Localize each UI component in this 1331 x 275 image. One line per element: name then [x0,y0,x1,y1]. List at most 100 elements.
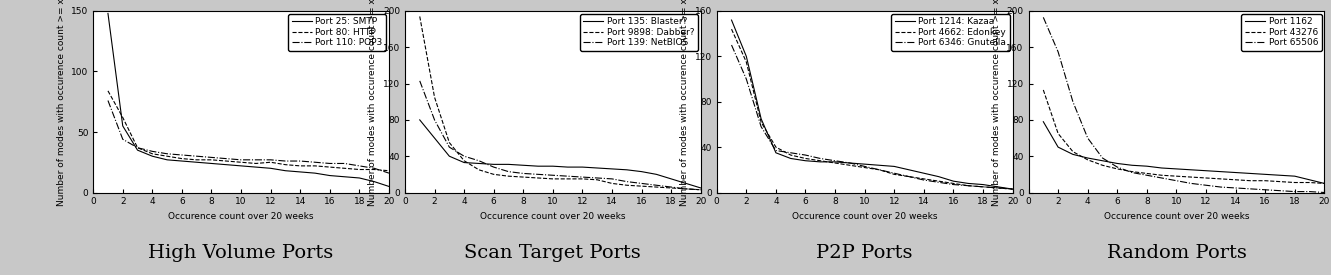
Port 6346: Gnutella: (20, 3): Gnutella: (20, 3) [1005,188,1021,191]
Line: Port 6346: Gnutella: Port 6346: Gnutella [732,45,1013,189]
Port 139: NetBIOS: (1, 123): NetBIOS: (1, 123) [411,79,427,82]
Port 135: Blaster?: (13, 27): Blaster?: (13, 27) [590,166,606,170]
Port 80: HTTP: (8, 27): HTTP: (8, 27) [204,158,220,161]
Port 25: SMTP: (4, 30): SMTP: (4, 30) [144,155,160,158]
Line: Port 139: NetBIOS: Port 139: NetBIOS [419,81,701,190]
Port 43276 [1242,179,1258,182]
Port 135: Blaster?: (3, 40): Blaster?: (3, 40) [442,155,458,158]
Port 80: HTTP: (17, 20): HTTP: (17, 20) [337,167,353,170]
Y-axis label: Number of modes with occurence count >= x: Number of modes with occurence count >= … [56,0,65,206]
Port 139: NetBIOS: (15, 12): NetBIOS: (15, 12) [619,180,635,183]
Port 43276 [1316,182,1331,185]
Port 139: NetBIOS: (11, 18): NetBIOS: (11, 18) [559,175,575,178]
Line: Port 25: SMTP: Port 25: SMTP [108,13,389,186]
Port 110: POP3: (11, 27): POP3: (11, 27) [248,158,264,161]
Port 43276 [1213,177,1229,181]
Port 135: Blaster?: (14, 26): Blaster?: (14, 26) [604,167,620,170]
Port 9898: Dabber?: (10, 15): Dabber?: (10, 15) [544,177,560,181]
Port 43276 [1198,176,1214,180]
Port 1214: Kazaa: (17, 8): Kazaa: (17, 8) [960,182,976,185]
Legend: Port 1162, Port 43276, Port 65506: Port 1162, Port 43276, Port 65506 [1242,14,1322,51]
Line: Port 65506: Port 65506 [1044,17,1324,192]
Port 1214: Kazaa: (15, 14): Kazaa: (15, 14) [930,175,946,178]
Port 4662: Edonkey: (5, 33): Edonkey: (5, 33) [783,153,799,157]
Port 43276 [1169,175,1185,178]
Port 80: HTTP: (16, 21): HTTP: (16, 21) [322,166,338,169]
Port 110: POP3: (10, 27): POP3: (10, 27) [233,158,249,161]
Legend: Port 25: SMTP, Port 80: HTTP, Port 110: POP3: Port 25: SMTP, Port 80: HTTP, Port 110: … [289,14,386,51]
Port 6346: Gnutella: (2, 100): Gnutella: (2, 100) [739,78,755,81]
Port 9898: Dabber?: (3, 55): Dabber?: (3, 55) [442,141,458,144]
Port 25: SMTP: (14, 17): SMTP: (14, 17) [293,170,309,174]
Port 65506 [1065,100,1081,103]
Port 65506 [1125,171,1141,174]
Port 1162 [1287,175,1303,178]
Port 4662: Edonkey: (9, 24): Edonkey: (9, 24) [843,164,858,167]
Port 9898: Dabber?: (15, 8): Dabber?: (15, 8) [619,184,635,187]
Port 135: Blaster?: (18, 15): Blaster?: (18, 15) [663,177,679,181]
Port 135: Blaster?: (9, 29): Blaster?: (9, 29) [530,164,546,168]
Port 65506 [1139,174,1155,177]
Port 4662: Edonkey: (3, 62): Edonkey: (3, 62) [753,120,769,124]
Port 80: HTTP: (12, 25): HTTP: (12, 25) [262,161,278,164]
Port 43276 [1258,179,1274,182]
Port 9898: Dabber?: (7, 18): Dabber?: (7, 18) [500,175,516,178]
Port 6346: Gnutella: (1, 130): Gnutella: (1, 130) [724,43,740,47]
Port 25: SMTP: (11, 21): SMTP: (11, 21) [248,166,264,169]
Port 80: HTTP: (2, 62): HTTP: (2, 62) [114,116,130,119]
Port 80: HTTP: (10, 25): HTTP: (10, 25) [233,161,249,164]
Port 6346: Gnutella: (4, 37): Gnutella: (4, 37) [768,149,784,152]
Port 4662: Edonkey: (18, 5): Edonkey: (18, 5) [976,185,992,188]
Text: High Volume Ports: High Volume Ports [149,244,334,262]
Port 135: Blaster?: (5, 32): Blaster?: (5, 32) [471,162,487,165]
Port 135: Blaster?: (16, 23): Blaster?: (16, 23) [634,170,650,173]
Port 6346: Gnutella: (11, 20): Gnutella: (11, 20) [872,168,888,172]
Port 139: NetBIOS: (3, 50): NetBIOS: (3, 50) [442,145,458,149]
Port 6346: Gnutella: (9, 26): Gnutella: (9, 26) [843,161,858,165]
Port 9898: Dabber?: (20, 3): Dabber?: (20, 3) [693,188,709,191]
Port 1162 [1079,156,1095,160]
Port 4662: Edonkey: (15, 10): Edonkey: (15, 10) [930,180,946,183]
Port 6346: Gnutella: (15, 9): Gnutella: (15, 9) [930,181,946,184]
Port 65506 [1258,188,1274,191]
Port 110: POP3: (19, 20): POP3: (19, 20) [366,167,382,170]
Port 139: NetBIOS: (8, 21): NetBIOS: (8, 21) [515,172,531,175]
Line: Port 135: Blaster?: Port 135: Blaster? [419,120,701,188]
Port 110: POP3: (13, 26): POP3: (13, 26) [277,160,293,163]
Port 25: SMTP: (16, 14): SMTP: (16, 14) [322,174,338,177]
Port 139: NetBIOS: (19, 4): NetBIOS: (19, 4) [677,187,693,191]
Port 110: POP3: (4, 34): POP3: (4, 34) [144,150,160,153]
Port 1214: Kazaa: (3, 65): Kazaa: (3, 65) [753,117,769,120]
Port 6346: Gnutella: (5, 35): Gnutella: (5, 35) [783,151,799,155]
Port 1214: Kazaa: (5, 30): Kazaa: (5, 30) [783,157,799,160]
Port 4662: Edonkey: (4, 40): Edonkey: (4, 40) [768,145,784,149]
Port 25: SMTP: (20, 5): SMTP: (20, 5) [381,185,397,188]
Port 6346: Gnutella: (14, 11): Gnutella: (14, 11) [916,178,932,182]
Port 1162 [1050,145,1066,149]
Y-axis label: Number of modes with occurence count >= x: Number of modes with occurence count >= … [680,0,689,206]
Port 43276 [1154,174,1170,177]
Port 110: POP3: (14, 26): POP3: (14, 26) [293,160,309,163]
Port 1162 [1125,164,1141,167]
Port 110: POP3: (3, 37): POP3: (3, 37) [129,146,145,149]
Port 135: Blaster?: (15, 25): Blaster?: (15, 25) [619,168,635,172]
X-axis label: Occurence count over 20 weeks: Occurence count over 20 weeks [1103,212,1250,221]
Port 25: SMTP: (15, 16): SMTP: (15, 16) [307,172,323,175]
Port 1214: Kazaa: (2, 120): Kazaa: (2, 120) [739,55,755,58]
Y-axis label: Number of modes with occurence count >= x: Number of modes with occurence count >= … [992,0,1001,206]
Line: Port 43276: Port 43276 [1044,90,1324,183]
Port 4662: Edonkey: (10, 22): Edonkey: (10, 22) [857,166,873,169]
Port 139: NetBIOS: (16, 10): NetBIOS: (16, 10) [634,182,650,185]
Legend: Port 1214: Kazaa, Port 4662: Edonkey, Port 6346: Gnutella: Port 1214: Kazaa, Port 4662: Edonkey, Po… [892,14,1010,51]
Port 135: Blaster?: (7, 31): Blaster?: (7, 31) [500,163,516,166]
Port 139: NetBIOS: (13, 16): NetBIOS: (13, 16) [590,176,606,180]
Port 4662: Edonkey: (14, 12): Edonkey: (14, 12) [916,177,932,181]
Port 135: Blaster?: (2, 60): Blaster?: (2, 60) [426,136,442,140]
Port 9898: Dabber?: (17, 6): Dabber?: (17, 6) [648,185,664,189]
Port 25: SMTP: (8, 24): SMTP: (8, 24) [204,162,220,165]
Text: Scan Target Ports: Scan Target Ports [465,244,642,262]
Port 9898: Dabber?: (11, 15): Dabber?: (11, 15) [559,177,575,181]
Port 9898: Dabber?: (4, 35): Dabber?: (4, 35) [457,159,473,162]
Port 43276 [1183,175,1199,179]
Port 1214: Kazaa: (4, 35): Kazaa: (4, 35) [768,151,784,155]
